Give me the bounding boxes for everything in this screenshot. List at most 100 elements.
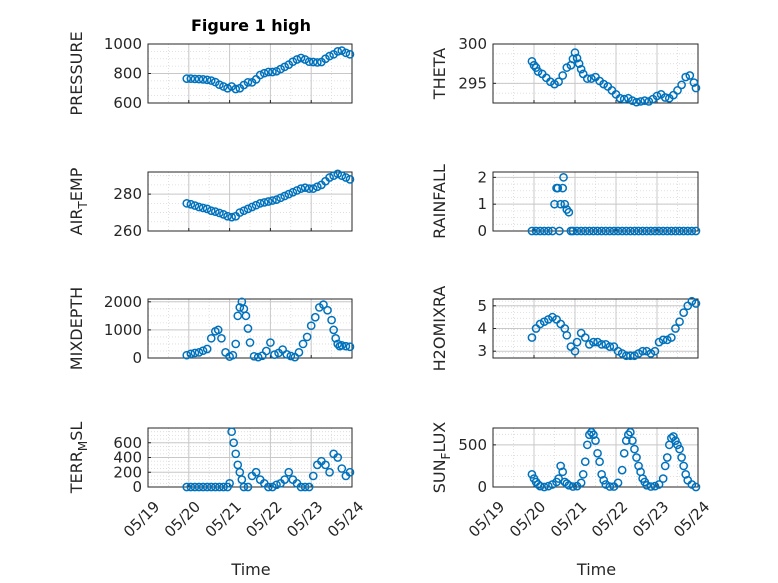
data-point (687, 226, 697, 236)
x-tick-label: 05/20 (506, 498, 549, 541)
x-tick-label: 05/22 (242, 498, 285, 541)
data-point (613, 226, 623, 236)
x-axis-label: Time (230, 560, 270, 579)
data-point (228, 350, 238, 360)
data-point (640, 96, 650, 105)
data-point (605, 482, 615, 491)
data-point (679, 461, 689, 471)
data-point (251, 467, 261, 477)
data-point (539, 226, 549, 236)
data-point (194, 74, 204, 84)
data-point (650, 346, 660, 356)
data-point (673, 440, 682, 450)
data-point (671, 226, 680, 236)
data-point (215, 208, 224, 218)
data-point (587, 427, 596, 437)
y-tick-label: 1000 (104, 321, 142, 339)
subplot-terr-msl: 0200400600TERRMSL05/1905/2005/2105/2205/… (67, 422, 367, 579)
data-point (675, 226, 684, 236)
data-point (646, 226, 656, 236)
data-point (345, 49, 355, 59)
data-point (270, 350, 279, 359)
data-point (593, 448, 602, 458)
data-point (300, 183, 310, 193)
data-point (626, 351, 635, 361)
data-point (553, 183, 563, 193)
data-point (292, 55, 302, 64)
y-axis-label: MIXDEPTH (67, 287, 86, 370)
data-point (186, 74, 196, 84)
data-point (662, 453, 672, 462)
y-tick-label: 800 (113, 65, 142, 83)
data-point (576, 226, 586, 236)
data-point (679, 308, 689, 317)
data-point (276, 193, 285, 203)
data-point (642, 226, 652, 236)
data-point (231, 339, 241, 349)
y-tick-label: 200 (113, 463, 142, 481)
data-point (632, 97, 641, 107)
data-point (597, 226, 607, 236)
plot-area (493, 172, 698, 231)
data-point (587, 74, 596, 83)
data-point (333, 47, 343, 56)
subplot-theta: 295 300 THETA (430, 35, 701, 107)
subplot-sun-flux: 0 500 SUNFLUX 05/1905/2005/2105/2205/2305/2… (430, 422, 713, 579)
data-point (308, 471, 318, 481)
data-point (182, 74, 192, 84)
data-point (190, 74, 200, 84)
y-axis-label: TERRMSL (67, 422, 90, 495)
data-point (243, 204, 253, 214)
figure-title: Figure 1 high (191, 16, 311, 35)
data-point (202, 482, 212, 492)
data-point (306, 321, 316, 331)
x-axis-label: Time (576, 560, 616, 579)
data-point (292, 186, 302, 195)
data-point (675, 444, 684, 454)
data-point (308, 184, 318, 193)
data-point (194, 482, 204, 492)
data-point (572, 53, 582, 63)
data-point (527, 333, 537, 342)
data-point (213, 325, 223, 335)
data-point (345, 342, 355, 352)
data-point (202, 75, 212, 85)
data-point (182, 198, 192, 208)
axes-box (492, 427, 699, 488)
data-point (576, 64, 586, 74)
x-tick-label: 05/24 (324, 498, 367, 541)
axes-box (147, 298, 353, 359)
data-point (266, 338, 275, 347)
data-point (621, 226, 631, 236)
data-point (272, 195, 281, 205)
data-point (591, 436, 600, 445)
data-point (223, 211, 232, 221)
data-point (198, 482, 208, 492)
data-point (601, 480, 611, 489)
data-point (325, 51, 334, 61)
data-point (628, 96, 637, 105)
data-point (235, 303, 245, 312)
data-point (202, 204, 212, 214)
data-point (206, 206, 216, 216)
data-point (227, 212, 236, 222)
data-point (558, 71, 568, 80)
data-point (527, 226, 537, 236)
data-point (331, 333, 341, 343)
data-point (298, 339, 308, 349)
data-point (219, 482, 228, 492)
data-point (658, 474, 668, 483)
data-point (691, 226, 701, 236)
x-tick-label: 05/23 (283, 498, 326, 541)
data-point (578, 470, 588, 479)
x-tick-label: 05/23 (629, 498, 672, 541)
data-point (677, 80, 686, 90)
data-point (609, 226, 619, 236)
data-point (268, 67, 277, 77)
data-point (605, 342, 615, 351)
data-point (225, 478, 234, 488)
data-point (580, 333, 590, 342)
data-point (210, 482, 220, 492)
data-point (255, 198, 265, 208)
data-point (576, 478, 586, 488)
